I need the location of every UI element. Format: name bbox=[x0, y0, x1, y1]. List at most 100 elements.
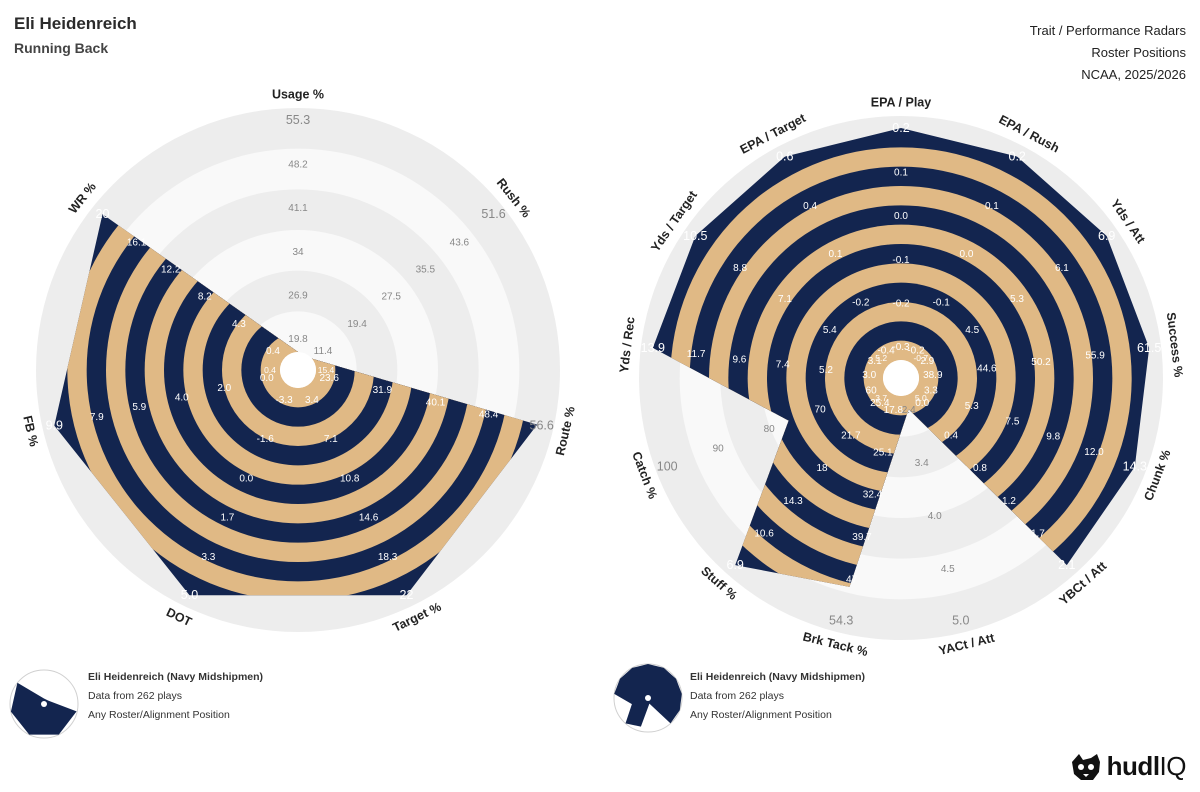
axis-label: Route % bbox=[553, 405, 578, 457]
axis-label: Yds / Rec bbox=[617, 316, 638, 374]
radar-chart-1: 19.8 26.9 34 41.1 48.2 55.3 Usage % 11.4 19.4 27.… bbox=[20, 87, 578, 634]
tick-label: 5.0 bbox=[952, 614, 969, 628]
tick-label: -0.1 bbox=[933, 297, 951, 308]
logo-text: hudlIQ bbox=[1106, 751, 1187, 782]
tick-label: 48.4 bbox=[479, 410, 499, 421]
legend-mini-radar bbox=[9, 669, 79, 739]
tick-label: 14.6 bbox=[359, 513, 379, 524]
axis-label: FB % bbox=[20, 414, 41, 448]
tick-label: 0.2 bbox=[892, 121, 909, 135]
tick-label: 56.6 bbox=[530, 419, 554, 433]
axis-label: DOT bbox=[164, 605, 194, 629]
tick-label: 7.4 bbox=[776, 360, 790, 371]
legend-player: Eli Heidenreich (Navy Midshipmen) bbox=[88, 671, 264, 683]
legend-right: Eli Heidenreich (Navy Midshipmen) Data f… bbox=[690, 668, 865, 725]
tick-label: 51.6 bbox=[481, 207, 505, 221]
tick-label: 10.5 bbox=[683, 229, 707, 243]
season-label: NCAA, 2025/2026 bbox=[1081, 67, 1186, 82]
tick-label: 13.9 bbox=[641, 341, 665, 355]
roster-positions: Roster Positions bbox=[1091, 45, 1186, 60]
logo-iq: IQ bbox=[1159, 751, 1187, 781]
tick-label: 0.0 bbox=[960, 249, 974, 260]
tick-label: 0.4 bbox=[803, 201, 817, 212]
tick-label: 70 bbox=[815, 405, 827, 416]
tick-label: 80 bbox=[764, 424, 776, 435]
tick-label: 40.1 bbox=[426, 397, 446, 408]
tick-label: 1.7 bbox=[220, 513, 234, 524]
tick-label: 50.2 bbox=[1031, 357, 1051, 368]
tick-label: 47 bbox=[846, 574, 858, 585]
inner-tick-label: -0.7 bbox=[913, 353, 928, 363]
tick-label: 7.1 bbox=[778, 294, 792, 305]
tick-label: 5.0 bbox=[181, 588, 198, 602]
tick-label: 3.0 bbox=[862, 370, 876, 381]
inner-tick-label: 0.4 bbox=[264, 365, 276, 375]
tick-label: 23.6 bbox=[319, 373, 339, 384]
tick-label: 9.9 bbox=[46, 419, 63, 433]
tick-label: 48.2 bbox=[288, 160, 308, 171]
tick-label: 19.4 bbox=[347, 319, 367, 330]
tick-label: 0.6 bbox=[776, 150, 793, 164]
legend-mini-shape bbox=[10, 682, 77, 735]
legend-mini-center bbox=[41, 701, 47, 707]
tick-label: 0.1 bbox=[985, 201, 999, 212]
tick-label: 60 bbox=[866, 385, 878, 396]
legend-alignment: Any Roster/Alignment Position bbox=[690, 709, 832, 721]
inner-tick-label: 3.7 bbox=[875, 393, 887, 403]
tick-label: 14.3 bbox=[783, 496, 803, 507]
player-name: Eli Heidenreich bbox=[14, 14, 137, 33]
tick-label: 32.4 bbox=[863, 490, 883, 501]
legend-alignment: Any Roster/Alignment Position bbox=[88, 709, 230, 721]
inner-tick-label: 5.0 bbox=[915, 393, 927, 403]
header-left: Eli Heidenreich Running Back bbox=[14, 14, 137, 56]
legend-plays: Data from 262 plays bbox=[690, 690, 784, 702]
tick-label: 5.3 bbox=[965, 401, 979, 412]
hudl-logo: hudlIQ bbox=[1069, 751, 1187, 782]
logo-hudl: hudl bbox=[1106, 751, 1160, 781]
tick-label: 1.7 bbox=[1031, 529, 1045, 540]
tick-label: 44.6 bbox=[977, 364, 997, 375]
tick-label: 54.3 bbox=[829, 614, 853, 628]
tick-label: 3.4 bbox=[915, 458, 929, 469]
tick-label: -0.4 bbox=[877, 346, 895, 357]
tick-label: 11.7 bbox=[687, 349, 706, 360]
tick-label: 0.8 bbox=[973, 463, 987, 474]
tick-label: 11.4 bbox=[314, 346, 333, 357]
player-position: Running Back bbox=[14, 40, 109, 56]
tick-label: 4.0 bbox=[928, 511, 942, 522]
tick-label: 25.1 bbox=[873, 447, 893, 458]
tick-label: 0.4 bbox=[266, 346, 280, 357]
legend-player: Eli Heidenreich (Navy Midshipmen) bbox=[690, 671, 866, 683]
tick-label: 100 bbox=[657, 460, 678, 474]
tick-label: 0.0 bbox=[894, 211, 908, 222]
tick-label: 0.1 bbox=[894, 168, 908, 179]
tick-label: 55.3 bbox=[286, 113, 310, 127]
tick-label: 0.1 bbox=[829, 249, 843, 260]
legend-left: Eli Heidenreich (Navy Midshipmen) Data f… bbox=[88, 668, 263, 725]
legend-mini-center bbox=[645, 695, 651, 701]
tick-label: 5.3 bbox=[1010, 294, 1024, 305]
tick-label: 3.4 bbox=[305, 395, 319, 406]
tick-label: -3.3 bbox=[275, 395, 293, 406]
tick-label: -0.2 bbox=[852, 297, 870, 308]
tick-label: 12.0 bbox=[1084, 447, 1104, 458]
tick-label: 21.7 bbox=[841, 431, 861, 442]
header-right: Trait / Performance Radars Roster Positi… bbox=[1030, 20, 1186, 86]
tick-label: 9.6 bbox=[732, 354, 746, 365]
tick-label: 1.2 bbox=[1002, 496, 1016, 507]
report-type: Trait / Performance Radars bbox=[1029, 23, 1186, 38]
tick-label: 10.8 bbox=[340, 473, 360, 484]
tick-label: 7.9 bbox=[90, 412, 104, 423]
tick-label: 0.0 bbox=[239, 473, 253, 484]
tick-label: 7.5 bbox=[1006, 416, 1020, 427]
axis-label: Success % bbox=[1164, 312, 1186, 379]
tick-label: -0.2 bbox=[907, 346, 925, 357]
tick-label: 14.3 bbox=[1123, 460, 1147, 474]
tick-label: 4.3 bbox=[232, 319, 246, 330]
legend-plays: Data from 262 plays bbox=[88, 690, 182, 702]
tick-label: 39.7 bbox=[852, 532, 872, 543]
tick-label: 61.5 bbox=[1137, 341, 1161, 355]
tick-label: 3.1 bbox=[868, 356, 882, 367]
